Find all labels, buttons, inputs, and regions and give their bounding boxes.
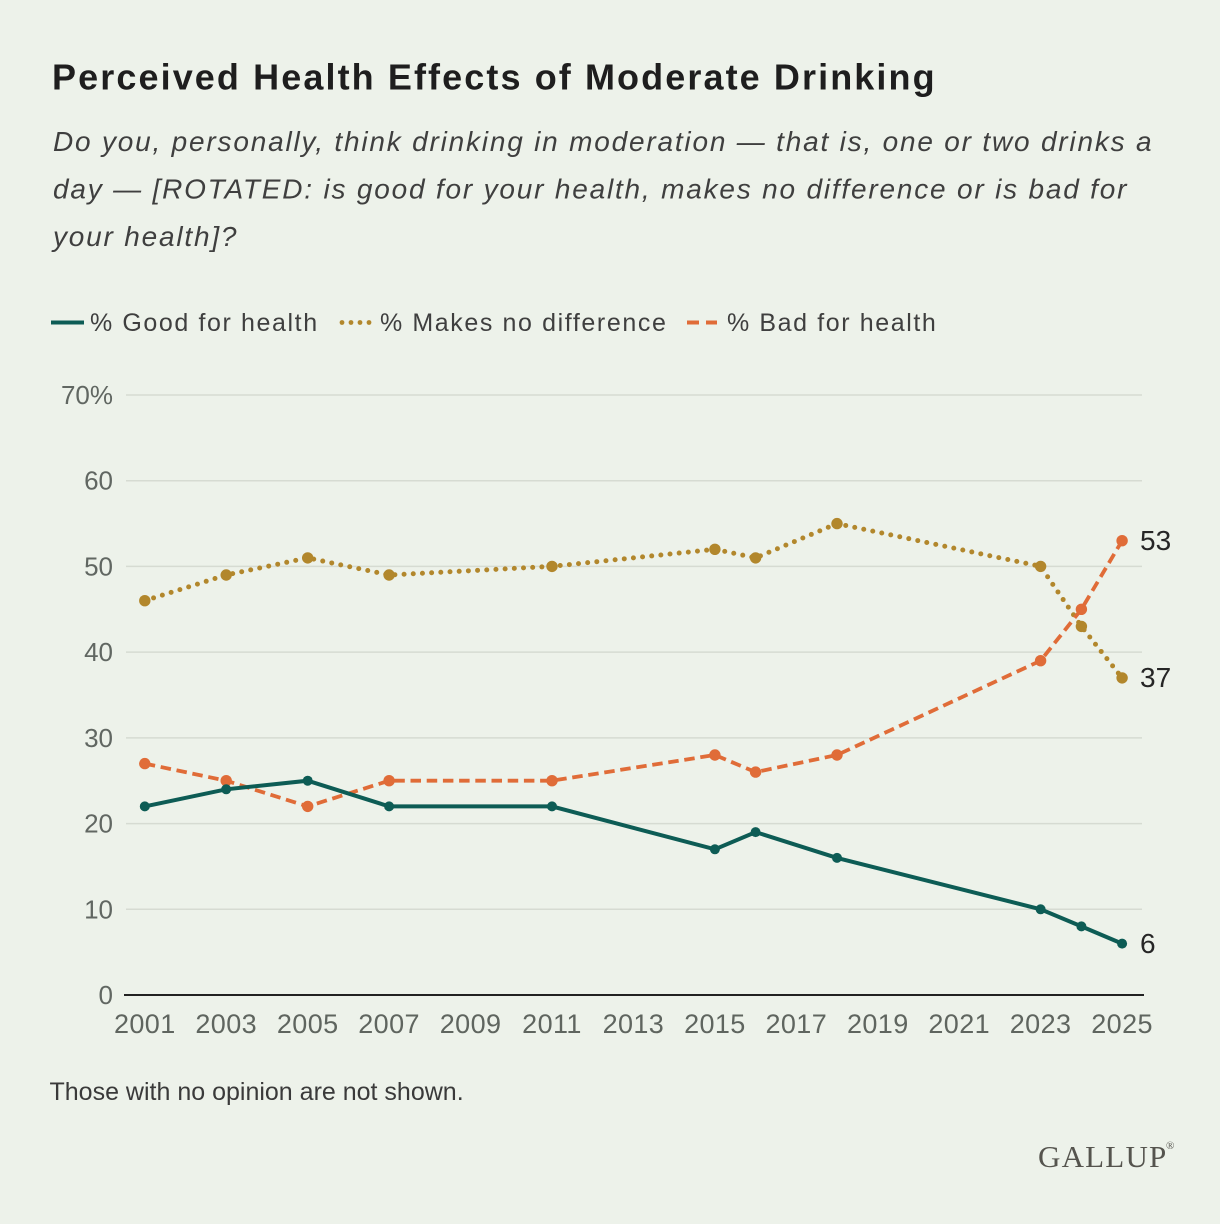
svg-text:2007: 2007 bbox=[358, 1009, 420, 1039]
svg-text:% Makes no difference: % Makes no difference bbox=[380, 309, 667, 337]
svg-text:Those with no opinion are not: Those with no opinion are not shown. bbox=[50, 1078, 464, 1106]
svg-text:0: 0 bbox=[99, 980, 113, 1010]
svg-text:your health]?: your health]? bbox=[51, 221, 238, 252]
svg-text:37: 37 bbox=[1140, 662, 1171, 693]
svg-text:2001: 2001 bbox=[114, 1009, 176, 1039]
svg-text:53: 53 bbox=[1140, 525, 1171, 556]
svg-text:% Good for health: % Good for health bbox=[90, 309, 319, 337]
svg-text:60: 60 bbox=[84, 466, 113, 496]
svg-text:2025: 2025 bbox=[1091, 1009, 1153, 1039]
svg-text:2013: 2013 bbox=[603, 1009, 665, 1039]
svg-text:2009: 2009 bbox=[440, 1009, 502, 1039]
svg-text:20: 20 bbox=[84, 809, 113, 839]
svg-text:GALLUP: GALLUP bbox=[1038, 1139, 1167, 1174]
svg-text:2003: 2003 bbox=[195, 1009, 257, 1039]
svg-text:10: 10 bbox=[84, 894, 113, 924]
svg-text:Perceived Health Effects of Mo: Perceived Health Effects of Moderate Dri… bbox=[52, 57, 937, 98]
svg-text:Do you, personally, think drin: Do you, personally, think drinking in mo… bbox=[53, 126, 1153, 157]
svg-text:2019: 2019 bbox=[847, 1009, 909, 1039]
svg-text:2011: 2011 bbox=[522, 1009, 582, 1039]
svg-text:30: 30 bbox=[84, 723, 113, 753]
svg-text:2015: 2015 bbox=[684, 1009, 746, 1039]
svg-text:®: ® bbox=[1166, 1140, 1174, 1152]
svg-text:day — [ROTATED: is good for yo: day — [ROTATED: is good for your health,… bbox=[53, 174, 1128, 205]
svg-text:2021: 2021 bbox=[928, 1009, 990, 1039]
svg-text:50: 50 bbox=[84, 551, 113, 581]
svg-text:6: 6 bbox=[1140, 928, 1156, 959]
svg-text:% Bad for health: % Bad for health bbox=[727, 309, 937, 337]
svg-text:2023: 2023 bbox=[1010, 1009, 1072, 1039]
svg-text:70%: 70% bbox=[61, 380, 113, 410]
svg-text:2005: 2005 bbox=[277, 1009, 339, 1039]
svg-text:2017: 2017 bbox=[765, 1009, 827, 1039]
svg-text:40: 40 bbox=[84, 637, 113, 667]
